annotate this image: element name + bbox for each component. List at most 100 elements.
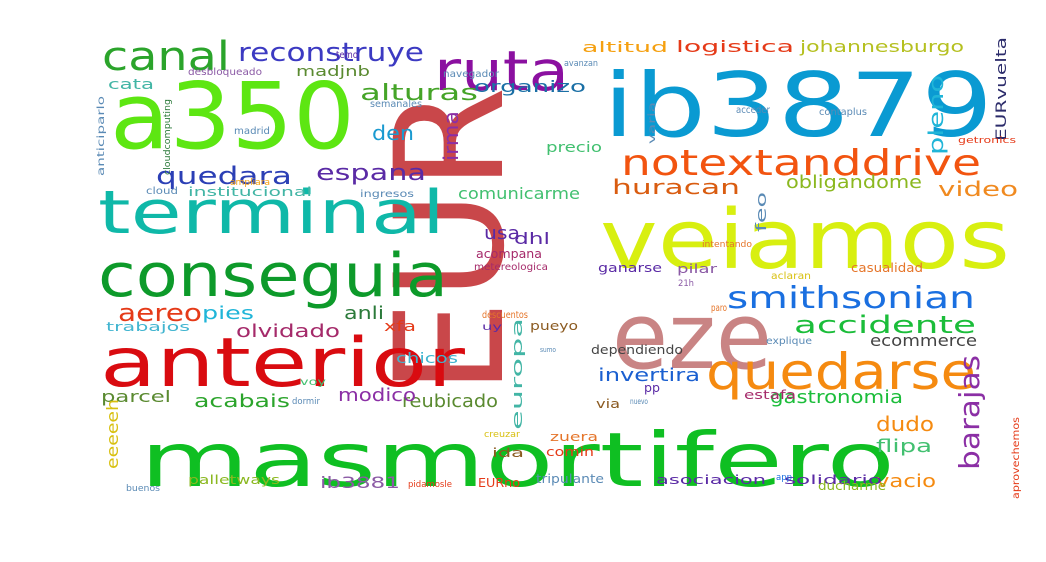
word-buenos: buenos bbox=[126, 484, 160, 494]
word-pleno: pleno bbox=[924, 75, 948, 155]
word-solidario: solidario bbox=[784, 473, 882, 487]
word-uy: uy bbox=[482, 322, 502, 333]
word-ib3879: ib3879 bbox=[603, 54, 993, 157]
word-altitud: altitud bbox=[582, 40, 668, 56]
word-precio: precio bbox=[546, 140, 602, 156]
word-ecommerce: ecommerce bbox=[870, 331, 977, 350]
word-vacio: vacio bbox=[876, 471, 936, 492]
word-comunicarme: comunicarme bbox=[458, 184, 580, 203]
word-huracan: huracan bbox=[612, 175, 740, 199]
word-quedarse: quedarse bbox=[706, 343, 976, 401]
word-eze: eze bbox=[612, 283, 772, 390]
word-video: video bbox=[938, 177, 1018, 201]
word-madjnb: madjnb bbox=[296, 64, 370, 80]
word-chicos: chicos bbox=[396, 351, 458, 367]
word-dependiendo: dependiendo bbox=[591, 343, 683, 357]
word-app: app bbox=[776, 473, 792, 483]
word-terminal: terminal bbox=[98, 178, 445, 248]
word-contaplus: contaplus bbox=[819, 107, 867, 118]
word-ingresos: ingresos bbox=[360, 189, 414, 200]
word-casualidad: casualidad bbox=[851, 261, 923, 275]
word-eurvuelta: EURvuelta bbox=[994, 37, 1010, 141]
word-cata: cata bbox=[108, 77, 154, 93]
word-semanales: semanales bbox=[370, 99, 422, 110]
word-canal: canal bbox=[102, 34, 230, 80]
word-sumo: sumo bbox=[540, 346, 556, 354]
word-asociacion: asociacion bbox=[656, 473, 766, 487]
word-getronics: getronics bbox=[958, 136, 1016, 146]
word-ampliara: ampliara bbox=[230, 178, 270, 188]
word-nuevo: nuevo bbox=[630, 397, 648, 406]
word-dormir: dormir bbox=[292, 397, 320, 407]
word-comin: comin bbox=[546, 445, 594, 459]
word-zuera: zuera bbox=[550, 430, 598, 444]
word-ida: ida bbox=[492, 446, 524, 460]
word-organizo: organizo bbox=[474, 77, 586, 96]
word-reubicado: reubicado bbox=[402, 391, 498, 412]
word-creuzar: creuzar bbox=[484, 430, 520, 440]
word-group: EUR masmortifero veiamos ib3879 a350 anterior… bbox=[96, 34, 1022, 504]
word-a350: a350 bbox=[110, 63, 355, 170]
word-anterior: anterior bbox=[100, 324, 465, 403]
word-dudo: dudo bbox=[876, 412, 934, 436]
word-xfa: xfa bbox=[384, 319, 416, 335]
word-eeeeeh: eeeeeh bbox=[103, 399, 122, 469]
word-quedara: quedara bbox=[156, 162, 292, 190]
word-europa: europa bbox=[510, 318, 526, 430]
word-ganarse: ganarse bbox=[598, 261, 662, 275]
word-voy: voy bbox=[300, 377, 326, 388]
word-anticiparlo: anticiparlo bbox=[96, 96, 107, 176]
word-flipa: flipa bbox=[876, 436, 932, 457]
word-desbloqueado: desbloqueado bbox=[188, 67, 262, 78]
word-pp: pp bbox=[644, 381, 660, 395]
word-ib3881: ib3881 bbox=[320, 473, 400, 492]
word-tripulante: tripulante bbox=[536, 472, 604, 486]
word-den: den bbox=[372, 121, 414, 145]
word-eur: EUR bbox=[364, 86, 538, 395]
word-institucional: institucional bbox=[188, 185, 312, 199]
word-anli: anli bbox=[344, 303, 384, 324]
word-pilar: pilar bbox=[677, 262, 717, 276]
word-conseguia: conseguia bbox=[98, 241, 448, 311]
word-temo: temo bbox=[336, 50, 358, 61]
word-cloudcomputing: cloudcomputing bbox=[163, 99, 173, 175]
word-aprovechemos: aprovechemos bbox=[1011, 417, 1022, 499]
word-aereo: aereo bbox=[118, 299, 202, 327]
word-pies: pies bbox=[202, 303, 254, 324]
word-palletways: palletways bbox=[188, 473, 280, 487]
word-explique: explique bbox=[766, 336, 812, 347]
word-obligandome: obligandome bbox=[786, 172, 922, 193]
word-barajas: barajas bbox=[953, 355, 986, 470]
word-usa: usa bbox=[484, 223, 520, 244]
word-parcel: parcel bbox=[101, 387, 171, 406]
word-avanzan: avanzan bbox=[564, 59, 598, 69]
word-varia: varia bbox=[647, 102, 658, 144]
word-aclaran: aclaran bbox=[771, 271, 811, 282]
word-metereologica: metereologica bbox=[474, 262, 548, 273]
word-21h: 21h bbox=[678, 279, 694, 289]
word-logistica: logistica bbox=[676, 37, 794, 56]
word-reconstruye: reconstruye bbox=[238, 38, 424, 68]
word-alturas: alturas bbox=[360, 81, 478, 106]
word-cloud-background bbox=[98, 30, 1018, 505]
word-modico: modico bbox=[338, 385, 416, 406]
word-paro: paro bbox=[711, 303, 727, 314]
word-gastronomia: gastronomia bbox=[770, 387, 903, 408]
word-invertira: invertira bbox=[598, 365, 700, 386]
word-descuentos: descuentos bbox=[482, 310, 528, 321]
word-ducharme: ducharme bbox=[818, 479, 886, 493]
word-pidamosle: pidamosle bbox=[408, 480, 452, 490]
word-trabajos: trabajos bbox=[106, 320, 190, 334]
word-estafa: estafa bbox=[744, 388, 796, 402]
word-dhl: dhl bbox=[514, 229, 550, 248]
word-cloud: cloud bbox=[146, 186, 178, 197]
word-eurno: EURno bbox=[478, 476, 520, 490]
word-feo: feo bbox=[754, 192, 770, 232]
word-via: via bbox=[596, 397, 620, 411]
word-irma: irma bbox=[439, 111, 463, 161]
word-smithsonian: smithsonian bbox=[727, 281, 975, 316]
word-navegador: navegador bbox=[443, 69, 500, 80]
word-pueyo: pueyo bbox=[530, 319, 578, 333]
word-acceder: acceder bbox=[736, 105, 771, 116]
word-intentando: intentando bbox=[702, 240, 752, 250]
